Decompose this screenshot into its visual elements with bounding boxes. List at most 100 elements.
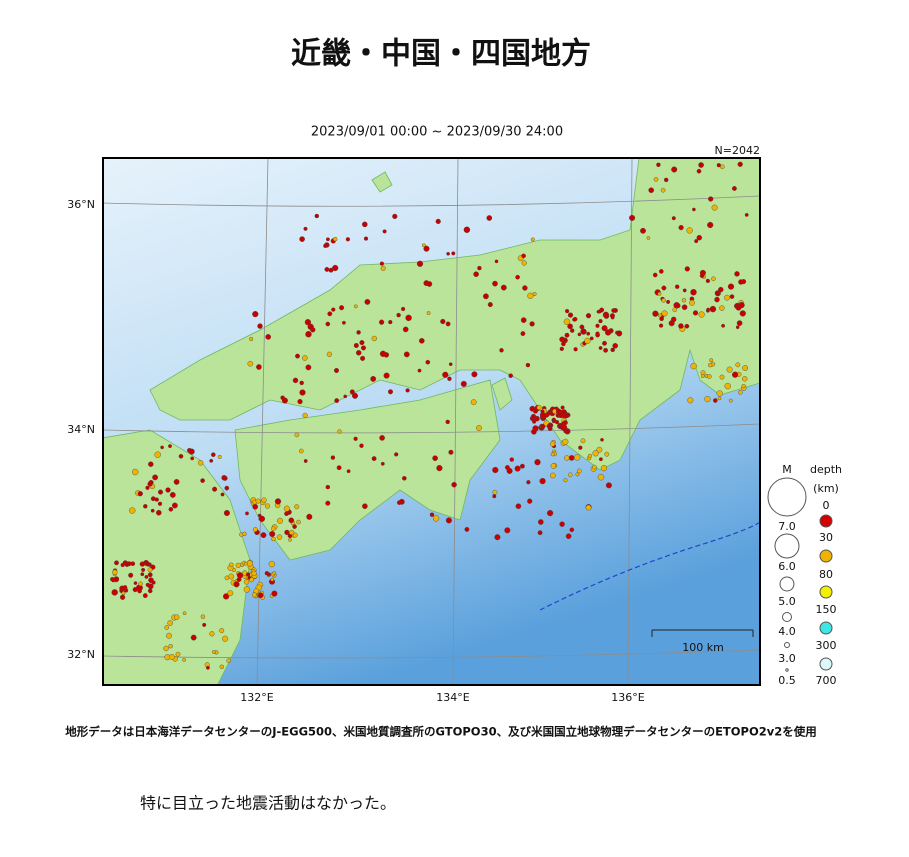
quake-marker — [659, 316, 664, 322]
quake-marker — [333, 236, 338, 242]
quake-marker — [325, 500, 331, 506]
quake-marker — [223, 510, 230, 517]
quake-marker — [251, 592, 257, 598]
quake-marker — [442, 371, 449, 378]
grid-line — [452, 158, 459, 685]
quake-marker — [707, 221, 714, 229]
quake-marker — [534, 459, 541, 466]
quake-marker — [520, 331, 526, 336]
quake-marker — [175, 651, 181, 657]
quake-marker — [527, 498, 533, 504]
legend-label: 300 — [816, 639, 837, 652]
quake-marker — [379, 319, 385, 325]
quake-marker — [137, 588, 142, 594]
quake-marker — [708, 362, 713, 368]
title: 近畿・中国・四国地方 — [291, 37, 591, 72]
lon-label: 132°E — [240, 691, 273, 704]
quake-marker — [421, 243, 426, 248]
quake-marker — [577, 332, 582, 337]
quake-marker — [362, 503, 368, 510]
quake-marker — [168, 644, 173, 649]
quake-marker — [219, 628, 225, 634]
quake-marker — [664, 177, 669, 183]
quake-marker — [310, 327, 316, 333]
quake-marker — [566, 428, 570, 433]
quake-marker — [726, 366, 733, 373]
legend-symbol — [819, 657, 833, 671]
quake-marker — [741, 279, 747, 285]
legend-symbol — [784, 642, 790, 648]
quake-marker — [188, 448, 195, 455]
quake-marker — [540, 409, 545, 414]
quake-marker — [178, 453, 184, 459]
quake-marker — [585, 313, 592, 319]
quake-marker — [589, 336, 594, 341]
quake-marker — [165, 487, 171, 493]
quake-marker — [299, 380, 304, 386]
quake-marker — [182, 658, 186, 662]
quake-marker — [522, 285, 528, 291]
quake-marker — [711, 204, 718, 211]
quake-marker — [339, 305, 345, 311]
quake-marker — [487, 302, 493, 308]
quake-marker — [294, 504, 300, 510]
quake-marker — [675, 284, 680, 289]
quake-marker — [418, 337, 425, 344]
quake-marker — [568, 455, 575, 461]
quake-marker — [646, 236, 651, 240]
quake-marker — [301, 355, 308, 361]
quake-marker — [690, 289, 697, 296]
quake-marker — [559, 521, 565, 527]
quake-marker — [520, 463, 525, 469]
quake-marker — [580, 328, 587, 335]
quake-marker — [380, 461, 385, 466]
quake-marker — [536, 405, 542, 411]
quake-marker — [383, 372, 390, 379]
quake-marker — [326, 351, 333, 357]
legend-label: 3.0 — [778, 652, 796, 665]
quake-marker — [401, 306, 406, 312]
legend-unit: (km) — [813, 482, 839, 495]
quake-marker — [302, 412, 308, 419]
quake-marker — [398, 498, 405, 505]
quake-marker — [598, 319, 603, 324]
grid-line — [103, 423, 760, 434]
quake-marker — [661, 285, 667, 291]
quake-marker — [258, 515, 266, 522]
quake-marker — [252, 527, 258, 532]
quake-marker — [739, 310, 746, 317]
quake-marker — [305, 331, 312, 338]
quake-marker — [303, 226, 308, 231]
quake-marker — [577, 468, 582, 474]
awaji — [491, 377, 513, 411]
quake-marker — [447, 376, 452, 381]
quake-marker — [132, 587, 138, 593]
quake-marker — [600, 437, 604, 442]
quake-marker — [573, 347, 578, 352]
quake-marker — [150, 508, 155, 513]
quake-marker — [209, 631, 215, 637]
quake-marker — [235, 562, 241, 569]
quake-marker — [668, 320, 675, 327]
footnote: 地形データは日本海洋データセンターのJ-EGG500、米国地質調査所のGTOPO… — [65, 725, 817, 739]
quake-marker — [269, 531, 276, 538]
quake-marker — [257, 323, 263, 329]
quake-marker — [653, 177, 659, 182]
quake-marker — [324, 266, 330, 272]
quake-marker — [728, 398, 733, 403]
quake-marker — [210, 452, 216, 458]
quake-marker — [168, 654, 175, 660]
quake-marker — [550, 463, 557, 469]
quake-marker — [504, 527, 511, 534]
legend: M 7.0 6.0 5.0 4.0 3.0 0.5 depth (km) 0 3… — [767, 463, 842, 687]
quake-marker — [352, 392, 359, 399]
quake-marker — [297, 399, 303, 405]
oki — [371, 171, 393, 193]
quake-marker — [681, 304, 688, 311]
quake-marker — [531, 428, 537, 435]
lat-label: 34°N — [67, 423, 95, 436]
lon-label: 134°E — [436, 691, 469, 704]
quake-marker — [652, 310, 659, 317]
quake-marker — [200, 478, 205, 483]
quake-marker — [224, 485, 230, 491]
